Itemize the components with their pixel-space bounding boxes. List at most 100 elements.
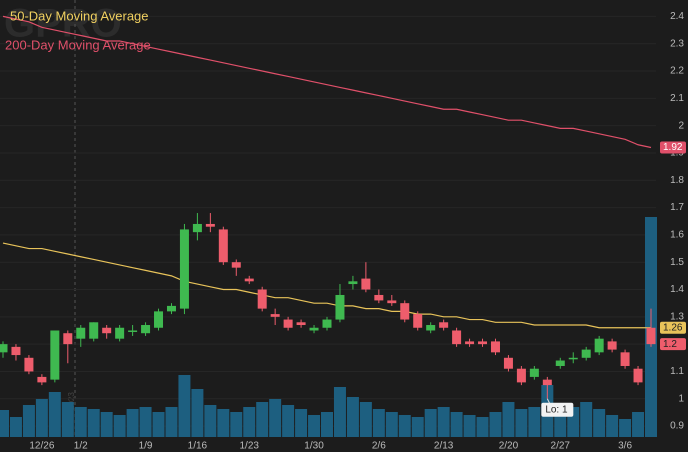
- legend-entry: 50-Day Moving Average: [10, 8, 149, 23]
- price-badge-label: 1.26: [663, 322, 683, 333]
- volume-bar: [372, 409, 385, 437]
- candle-body: [309, 327, 319, 331]
- annotation-box: [541, 402, 574, 417]
- y-tick-label: 2: [678, 120, 684, 131]
- candle-body: [465, 341, 475, 345]
- volume-bar: [178, 375, 191, 437]
- candle-body: [166, 305, 176, 312]
- volume-bar: [74, 407, 87, 437]
- candle-body: [426, 325, 436, 331]
- y-tick-label: 1.7: [670, 202, 684, 213]
- moving-average-line: [2, 242, 651, 329]
- volume-bar: [217, 409, 230, 437]
- volume-bar: [0, 410, 9, 437]
- volume-bar: [61, 402, 74, 437]
- volume-bar: [48, 392, 61, 437]
- x-tick-label: 1/2: [74, 441, 88, 452]
- y-tick-label: 1.6: [670, 230, 684, 241]
- candle-body: [542, 379, 552, 386]
- y-tick-label: 1.4: [670, 284, 684, 295]
- volume-bar: [139, 407, 152, 437]
- volume-bar: [113, 415, 126, 437]
- candle-body: [50, 330, 60, 380]
- volume-bar: [87, 409, 100, 437]
- volume-bar: [437, 407, 450, 437]
- candle-body: [37, 376, 47, 383]
- volume-bar: [411, 417, 424, 437]
- volume-bar: [632, 412, 645, 437]
- x-tick-label: 3/6: [618, 441, 632, 452]
- candle-body: [115, 327, 125, 339]
- x-tick-label: 12/26: [29, 441, 54, 452]
- volume-bar: [450, 412, 463, 437]
- candle-body: [633, 368, 643, 383]
- volume-bar: [9, 417, 22, 437]
- volume-bar: [502, 402, 515, 437]
- candle-body: [555, 360, 565, 366]
- candle-body: [128, 330, 138, 332]
- volume-bar: [152, 412, 165, 437]
- volume-bar: [256, 402, 269, 437]
- price-badge-label: 1.2: [663, 339, 677, 350]
- price-badge: [660, 338, 686, 351]
- price-badge: [660, 321, 686, 334]
- candle-body: [490, 341, 500, 353]
- candle-body: [296, 322, 306, 326]
- candle-body: [231, 262, 241, 268]
- candle-body: [387, 300, 397, 304]
- candle-body: [581, 349, 591, 358]
- volume-bar: [593, 409, 606, 437]
- candle-body: [63, 333, 73, 345]
- candle-body: [413, 314, 423, 328]
- price-badge-label: 1.92: [663, 142, 683, 153]
- candle-body: [439, 322, 449, 328]
- y-tick-label: 1.3: [670, 311, 684, 322]
- volume-bar: [476, 417, 489, 437]
- volume-bar: [22, 405, 35, 437]
- candle-body: [205, 223, 215, 227]
- candle-body: [361, 278, 371, 290]
- x-tick-label: 2/27: [551, 441, 571, 452]
- x-tick-label: 1/16: [188, 441, 208, 452]
- year-label: 2023: [67, 392, 76, 410]
- candle-body: [478, 341, 488, 345]
- volume-bar: [580, 402, 593, 437]
- volume-bar: [126, 409, 139, 437]
- x-tick-label: 1/9: [139, 441, 153, 452]
- candle-body: [102, 327, 112, 334]
- volume-bar: [515, 409, 528, 437]
- candle-body: [283, 319, 293, 328]
- candle-body: [141, 325, 151, 334]
- candle-body: [516, 368, 526, 383]
- candle-body: [594, 338, 604, 353]
- candle-body: [568, 357, 578, 360]
- y-tick-label: 0.9: [670, 421, 684, 432]
- x-tick-label: 2/20: [499, 441, 519, 452]
- y-tick-label: 2.4: [670, 11, 684, 22]
- candle-body: [335, 294, 345, 320]
- price-badge: [660, 141, 686, 154]
- candle-body: [607, 341, 617, 350]
- volume-bar: [424, 409, 437, 437]
- x-tick-label: 1/23: [240, 441, 260, 452]
- candle-body: [179, 229, 189, 309]
- candle-body: [348, 281, 358, 285]
- candle-body: [24, 357, 34, 372]
- volume-bar: [528, 407, 541, 437]
- volume-bar: [321, 412, 333, 437]
- candle-body: [620, 352, 630, 366]
- volume-bar: [100, 412, 113, 437]
- volume-bar: [606, 415, 619, 437]
- candle-body: [270, 314, 280, 317]
- candle-body: [0, 344, 8, 353]
- y-tick-label: 2.2: [670, 66, 684, 77]
- candle-body: [76, 327, 86, 339]
- volume-bar: [35, 399, 48, 437]
- volume-bar: [385, 412, 398, 437]
- volume-bar: [346, 397, 359, 437]
- x-tick-label: 2/13: [434, 441, 454, 452]
- volume-bar: [191, 389, 204, 437]
- volume-bar: [463, 415, 476, 437]
- y-tick-label: 1.1: [670, 366, 684, 377]
- candle-body: [322, 319, 332, 328]
